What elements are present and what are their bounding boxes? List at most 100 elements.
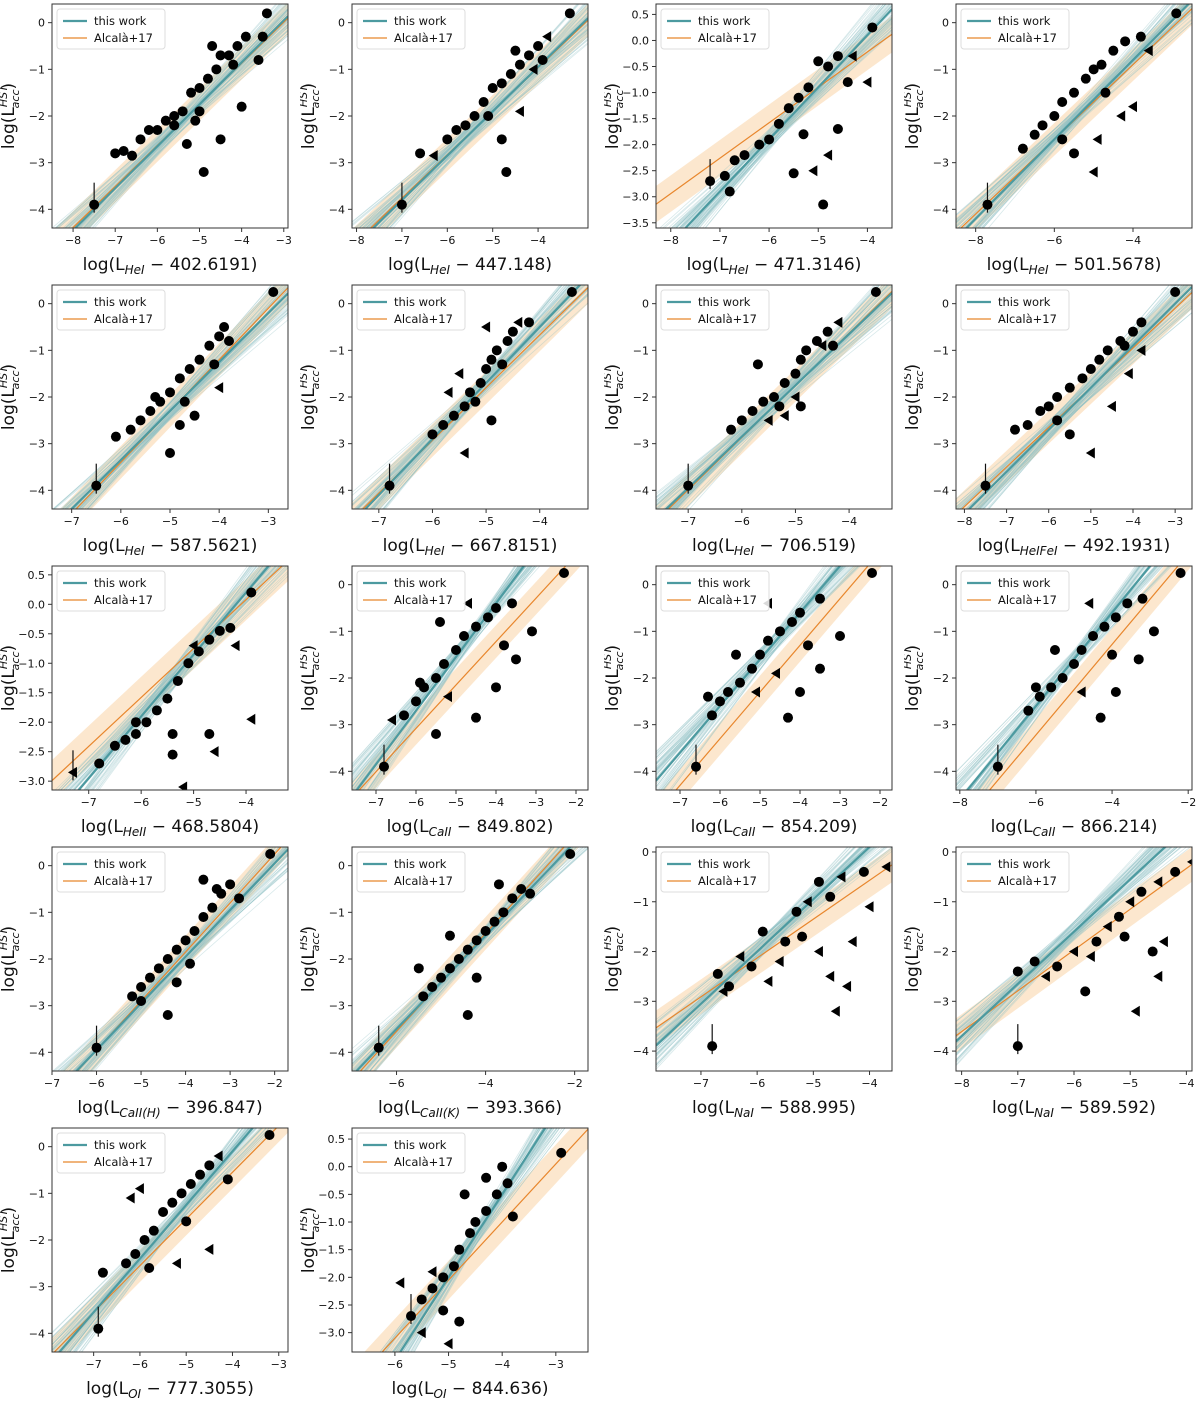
posterior-sample-line <box>956 566 1151 789</box>
posterior-sample-line <box>656 847 862 1066</box>
posterior-sample-line <box>382 285 573 509</box>
data-point <box>257 31 268 42</box>
alcala-uncertainty-band <box>956 285 1192 509</box>
posterior-sample-line <box>675 5 892 228</box>
posterior-sample-line <box>660 566 839 790</box>
x-tick-label: −7 <box>394 234 410 247</box>
posterior-sample-line <box>369 847 572 1071</box>
x-tick-label: −7 <box>81 796 97 809</box>
data-point <box>438 1305 449 1316</box>
posterior-sample-line <box>956 298 1192 500</box>
y-tick-label: −2 <box>933 391 949 404</box>
x-tick-label: −2 <box>567 1077 583 1090</box>
data-point <box>1088 631 1099 641</box>
data-point <box>207 902 218 913</box>
posterior-sample-line <box>662 26 892 228</box>
data-point <box>167 1197 178 1208</box>
y-axis-label: log(LHSTacc) <box>0 83 22 149</box>
y-axis-label: log(LHSTacc) <box>0 926 22 992</box>
data-point <box>253 55 264 65</box>
legend-label-alcala: Alcalà+17 <box>94 874 153 888</box>
legend-label-alcala: Alcalà+17 <box>94 593 153 607</box>
data-point <box>1091 936 1102 947</box>
upper-limit-marker <box>763 414 773 426</box>
plot-area <box>956 847 1192 1067</box>
posterior-sample-line <box>670 566 838 790</box>
y-tick-label: −4 <box>329 765 345 778</box>
data-point <box>527 626 537 637</box>
posterior-sample-line <box>956 847 1163 1051</box>
data-point <box>130 1249 141 1259</box>
posterior-sample-line <box>77 18 288 228</box>
posterior-sample-line <box>87 566 255 790</box>
posterior-sample-line <box>81 847 272 1071</box>
posterior-sample-line <box>64 311 288 509</box>
y-tick-label: −1 <box>29 906 45 919</box>
posterior-sample-line <box>969 303 1192 509</box>
data-point <box>1099 621 1110 632</box>
posterior-sample-line <box>82 858 288 1071</box>
posterior-sample-line <box>87 566 264 790</box>
data-point <box>180 935 191 946</box>
y-tick-label: −1 <box>29 63 45 76</box>
legend-label-this-work: this work <box>394 1138 447 1152</box>
data-point <box>427 982 438 992</box>
posterior-sample-line <box>73 847 281 1071</box>
posterior-sample-line <box>55 30 288 228</box>
legend-label-this-work: this work <box>998 14 1051 28</box>
data-point <box>832 124 843 135</box>
data-point <box>1023 705 1034 716</box>
posterior-sample-line <box>956 847 1163 1032</box>
posterior-sample-line <box>956 847 1152 1038</box>
posterior-sample-line <box>956 847 1182 1032</box>
posterior-sample-line <box>693 17 892 228</box>
posterior-sample-line <box>681 23 892 228</box>
posterior-sample-line <box>669 296 892 509</box>
posterior-sample-line <box>388 7 588 228</box>
y-tick-label: −3.0 <box>622 191 649 204</box>
posterior-sample-line <box>358 42 588 228</box>
posterior-sample-line <box>956 566 1153 786</box>
data-point <box>867 568 877 578</box>
x-tick-label: −4 <box>477 1077 493 1090</box>
data-point <box>1120 36 1131 47</box>
data-point <box>97 1267 108 1278</box>
x-tick-label: −6 <box>1046 234 1062 247</box>
legend-label-alcala: Alcalà+17 <box>998 31 1057 45</box>
data-point <box>1057 673 1068 683</box>
posterior-sample-line <box>975 285 1170 509</box>
x-tick-label: −3 <box>222 1077 238 1090</box>
posterior-sample-line <box>52 1128 273 1351</box>
legend-label-alcala: Alcalà+17 <box>998 312 1057 326</box>
chart-panel: −7 −6 −5 −4 −3 −2 −4 −3 −2 −1 0 log(LCaII − 849.802… <box>300 562 600 842</box>
posterior-sample-line <box>352 566 536 784</box>
chart-svg: −7 −6 −5 −4 −3 −4 −3 −2 −1 0 log(LOI − 777.3055) lo… <box>0 1127 289 1401</box>
data-point <box>177 106 188 117</box>
upper-limit-marker <box>1153 876 1163 888</box>
data-point <box>1030 682 1041 693</box>
data-point <box>1035 406 1046 416</box>
y-axis-label: log(LHSTacc) <box>904 645 926 711</box>
data-point <box>127 150 138 161</box>
posterior-sample-line <box>656 566 834 776</box>
posterior-sample-line <box>85 849 288 1071</box>
legend-label-this-work: this work <box>94 1138 147 1152</box>
upper-limit-marker <box>1085 951 1095 963</box>
x-tick-label: −8 <box>956 515 972 528</box>
data-point <box>471 935 482 946</box>
posterior-sample-line <box>61 869 288 1071</box>
x-tick-label: −3 <box>1167 515 1183 528</box>
plot-area <box>956 285 1192 509</box>
plot-area <box>52 285 288 509</box>
axes-frame <box>655 846 893 1072</box>
data-point <box>1080 73 1091 84</box>
data-point <box>167 749 178 760</box>
data-point <box>435 617 445 627</box>
data-point <box>215 50 226 61</box>
posterior-sample-line <box>352 30 588 227</box>
x-tick-label: −2 <box>568 796 584 809</box>
data-point <box>815 593 825 604</box>
posterior-sample-line <box>82 25 288 228</box>
posterior-sample-line <box>956 847 1157 1061</box>
posterior-sample-line <box>355 23 588 228</box>
